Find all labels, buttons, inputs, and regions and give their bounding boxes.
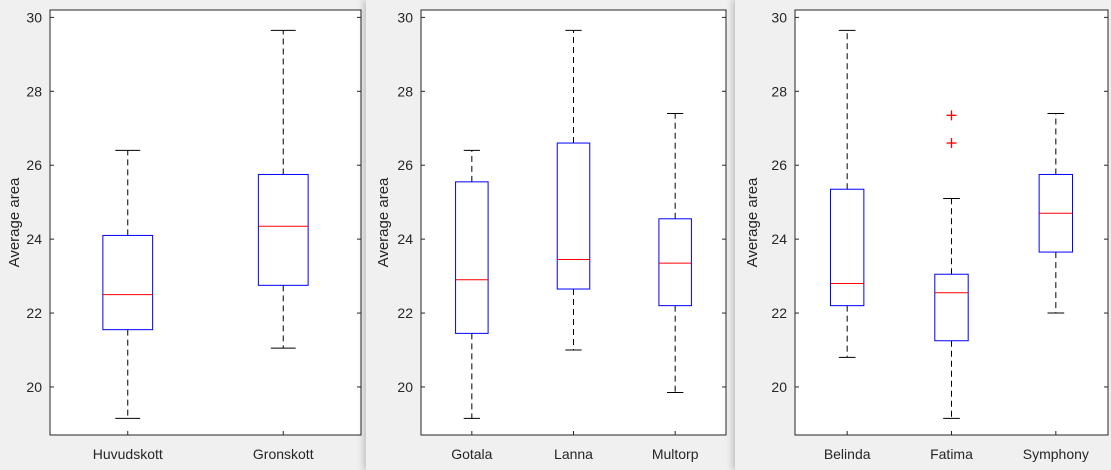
x-tick-label: Huvudskott (93, 446, 163, 462)
axes-frame (49, 9, 362, 436)
boxplot-chart-3: 20 22 24 26 28 30 Average area Belinda Fatima Sym… (744, 9, 1109, 462)
y-tick-label: 22 (397, 305, 413, 321)
y-tick-label: 24 (771, 231, 787, 247)
box-symphony (1038, 112, 1074, 314)
y-tick-label: 26 (771, 157, 787, 173)
boxplot-chart-1: 20 22 24 26 28 30 Average area Huvudskott Gronsk… (6, 9, 362, 462)
y-tick-label: 22 (26, 305, 42, 321)
iqr-box (257, 173, 309, 286)
y-tick-label: 20 (26, 379, 42, 395)
iqr-box (658, 218, 692, 307)
x-tick-label: Fatima (930, 446, 973, 462)
y-tick-label: 26 (397, 157, 413, 173)
y-axis-label: Average area (744, 177, 761, 267)
y-axis-label: Average area (6, 177, 23, 267)
box-gronskott (257, 29, 309, 349)
outlier-marker (946, 138, 957, 149)
y-tick-label: 20 (771, 379, 787, 395)
x-tick-label: Gronskott (253, 446, 314, 462)
boxplot-panel-3: 20 22 24 26 28 30 Average area Belinda Fatima Sym… (735, 0, 1111, 470)
x-tick-label: Lanna (554, 446, 593, 462)
box-huvudskott (102, 149, 154, 419)
box-lanna (556, 29, 591, 351)
box-belinda (829, 29, 865, 358)
iqr-box (455, 181, 489, 334)
y-tick-label: 26 (26, 157, 42, 173)
y-tick-label: 28 (771, 83, 787, 99)
outlier-marker (946, 110, 957, 121)
iqr-box (934, 273, 969, 342)
iqr-box (829, 188, 865, 307)
x-tick-label: Multorp (652, 446, 699, 462)
axes-frame (420, 9, 727, 436)
y-tick-label: 24 (26, 231, 42, 247)
y-tick-label: 30 (26, 9, 42, 25)
y-tick-label: 28 (26, 83, 42, 99)
boxplot-panel-2: 20 22 24 26 28 30 Average area Gotala Lanna Multo… (366, 0, 734, 470)
boxplot-chart-2: 20 22 24 26 28 30 Average area Gotala Lanna Multo… (375, 9, 727, 462)
x-tick-label: Belinda (824, 446, 871, 462)
y-tick-label: 28 (397, 83, 413, 99)
iqr-box (556, 142, 591, 290)
box-fatima (934, 110, 969, 419)
y-tick-label: 20 (397, 379, 413, 395)
x-tick-label: Symphony (1023, 446, 1089, 462)
y-tick-label: 30 (771, 9, 787, 25)
y-tick-label: 24 (397, 231, 413, 247)
y-axis-label: Average area (375, 177, 392, 267)
iqr-box (102, 234, 154, 331)
y-tick-label: 30 (397, 9, 413, 25)
y-tick-label: 22 (771, 305, 787, 321)
box-multorp (658, 112, 692, 393)
box-gotala (455, 149, 489, 419)
x-tick-label: Gotala (451, 446, 492, 462)
boxplot-panel-1: 20 22 24 26 28 30 Average area Huvudskott Gronsk… (0, 0, 365, 470)
